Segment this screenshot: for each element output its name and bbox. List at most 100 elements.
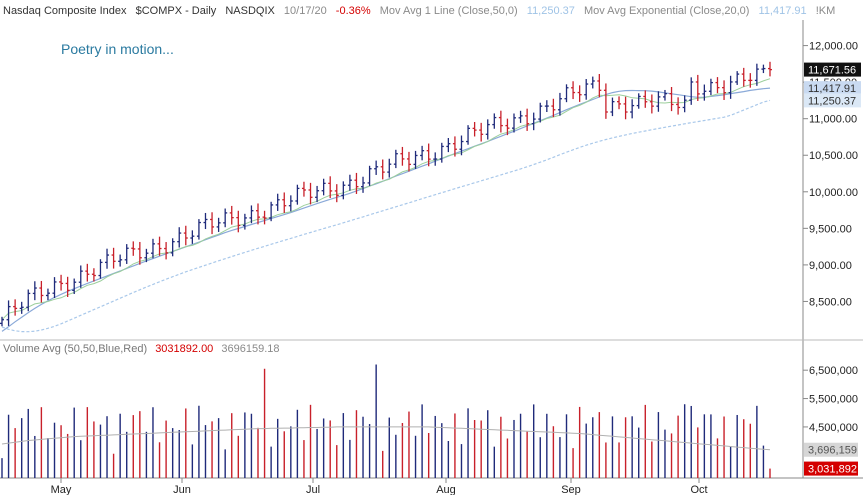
ohlc-bar (98, 259, 103, 279)
volume-bar (441, 423, 443, 478)
volume-bar (132, 415, 134, 478)
chart-date: 10/17/20 (284, 5, 327, 17)
ohlc-bar (321, 178, 326, 196)
volume-tick-label: 6,500,000 (809, 365, 858, 377)
ohlc-bar (0, 316, 4, 327)
svg-text:11,671.56: 11,671.56 (808, 65, 856, 77)
volume-bar (126, 431, 128, 478)
ohlc-bar (301, 181, 306, 197)
volume-bar (270, 446, 272, 478)
volume-bar (618, 442, 620, 478)
ohlc-bar (656, 91, 661, 112)
header-line: Nasdaq Composite Index $COMPX - Daily NA… (3, 5, 835, 17)
ohlc-bar (584, 79, 589, 100)
ohlc-bar (676, 97, 681, 115)
month-tick-label: Jun (173, 484, 191, 495)
ohlc-bar (597, 74, 602, 98)
volume-bar (578, 406, 581, 478)
ohlc-bar (649, 94, 654, 114)
ohlc-bar (334, 184, 339, 203)
volume-bar (565, 414, 568, 478)
ohlc-bar (735, 71, 740, 85)
ohlc-bar (472, 121, 477, 137)
volume-bar (368, 424, 371, 478)
volume-bar (743, 419, 745, 478)
volume-bar (611, 416, 614, 478)
chart-annotation: Poetry in motion... (61, 41, 174, 57)
ohlc-bar (65, 276, 70, 297)
ohlc-bar (590, 76, 595, 89)
volume-bar (290, 426, 292, 478)
ohlc-bar (256, 203, 260, 225)
ohlc-bar (85, 263, 90, 282)
svg-text:11,417.91: 11,417.91 (808, 83, 856, 95)
volume-bar (460, 444, 463, 478)
volume-bar (145, 431, 148, 478)
last-price-badge: 11,671.56 (804, 62, 861, 77)
volume-bar (329, 420, 331, 478)
volume-ticks: 6,500,000 5,500,000 4,500,000 (803, 365, 858, 434)
volume-bar (756, 405, 758, 478)
volume-bar (309, 404, 312, 478)
volume-bar (546, 413, 548, 478)
ohlc-bar (262, 210, 267, 225)
volume-bar (139, 411, 141, 478)
ohlc-bar (617, 96, 622, 110)
ohlc-bar (229, 205, 234, 225)
ohlc-bar (295, 184, 300, 205)
volume-bar (395, 434, 397, 478)
volume-bar (434, 415, 436, 478)
ohlc-bar (485, 119, 490, 140)
ma1-value: 11,250.37 (527, 5, 575, 17)
volume-value-red: 3031892.00 (155, 343, 213, 355)
volume-bar (716, 438, 719, 478)
volume-bar (1, 458, 3, 478)
ohlc-bar (19, 301, 24, 314)
ohlc-bar (525, 108, 530, 131)
volume-bar (191, 444, 194, 478)
ohlc-bar (662, 89, 667, 101)
volume-bar (513, 419, 515, 478)
header-overflow: !KM (816, 5, 836, 17)
volume-bar (158, 442, 161, 478)
volume-bar (421, 404, 423, 478)
ohlc-bar (551, 98, 556, 118)
ohlc-bar (177, 227, 182, 248)
volume-last-badge: 3,031,892 (804, 461, 858, 476)
volume-bar (178, 430, 180, 478)
volume-average-badge: 3,696,159 (804, 442, 858, 457)
month-tick-label: Jul (306, 484, 320, 495)
ohlc-bar (275, 193, 280, 211)
ohlc-bar (210, 212, 215, 235)
volume-bar (723, 416, 725, 478)
ohlc-bar (111, 247, 116, 269)
ohlc-bar (669, 87, 674, 112)
ohlc-bar (557, 92, 562, 116)
volume-bar (303, 440, 305, 478)
volume-bar (244, 412, 246, 478)
ohlc-bar (124, 244, 129, 264)
volume-bar (250, 413, 253, 478)
ohlc-bar (400, 146, 405, 166)
ohlc-bar (708, 78, 713, 96)
ohlc-bar (643, 90, 648, 108)
volume-bar (598, 412, 601, 478)
ohlc-bar (492, 113, 497, 129)
volume-bar (73, 407, 75, 478)
volume-bars (1, 364, 771, 478)
volume-bar (447, 440, 450, 478)
volume-bar (349, 439, 351, 478)
volume-bar (336, 445, 338, 478)
chart-title: Nasdaq Composite Index (3, 5, 127, 17)
ohlc-bar (682, 95, 687, 113)
ohlc-bar (610, 97, 615, 117)
ohlc-bar (72, 278, 77, 295)
ohlc-bar (761, 64, 766, 74)
ohlc-bar (577, 85, 582, 102)
volume-bar (119, 413, 121, 478)
ohlc-bar (361, 176, 366, 193)
volume-bar (80, 440, 82, 478)
volume-bar (362, 416, 364, 478)
volume-bar (60, 425, 62, 478)
